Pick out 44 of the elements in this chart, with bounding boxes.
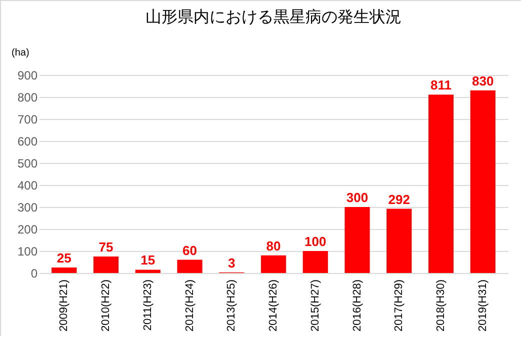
x-tick-label: 2017(H29) xyxy=(393,280,406,332)
x-tick-label: 2019(H31) xyxy=(476,280,489,332)
x-tick-label: 2010(H22) xyxy=(100,280,112,332)
x-tick-label: 2013(H25) xyxy=(226,280,238,332)
data-label: 25 xyxy=(56,250,72,266)
chart-title: 山形県内における黒星病の発生状況 xyxy=(146,8,402,26)
bar xyxy=(135,270,160,273)
y-tick-label: 800 xyxy=(17,90,38,104)
data-label: 80 xyxy=(266,238,281,254)
bar xyxy=(302,251,328,273)
y-tick-label: 0 xyxy=(30,266,38,280)
data-label: 292 xyxy=(388,192,410,207)
data-label: 15 xyxy=(140,252,156,268)
x-tick-label: 2018(H30) xyxy=(435,280,447,332)
x-tick-label: 2009(H21) xyxy=(58,280,70,332)
y-tick-label: 200 xyxy=(17,222,38,236)
bar xyxy=(93,256,119,273)
y-tick-label: 100 xyxy=(17,244,38,258)
data-label: 3 xyxy=(228,255,236,270)
data-label: 830 xyxy=(472,73,494,88)
y-tick-label: 300 xyxy=(17,200,38,214)
x-tick-label: 2014(H26) xyxy=(268,280,280,332)
bar xyxy=(428,94,454,273)
y-axis-title: (ha) xyxy=(12,48,30,58)
bar xyxy=(344,207,370,273)
bar xyxy=(470,90,496,273)
y-tick-label: 900 xyxy=(17,68,38,82)
data-label: 100 xyxy=(304,234,326,249)
data-label: 75 xyxy=(98,240,114,254)
x-tick-label: 2016(H28) xyxy=(351,280,364,332)
x-tick-label: 2015(H27) xyxy=(309,280,322,332)
x-tick-label: 2011(H23) xyxy=(142,280,154,331)
y-tick-label: 600 xyxy=(17,134,38,148)
y-tick-label: 500 xyxy=(17,156,38,170)
data-label: 60 xyxy=(182,242,197,258)
x-tick-label: 2012(H24) xyxy=(184,280,196,332)
data-label: 811 xyxy=(430,78,452,93)
y-tick-label: 400 xyxy=(17,178,38,192)
y-tick-label: 700 xyxy=(17,112,38,126)
data-label: 300 xyxy=(346,190,368,205)
bar xyxy=(260,255,286,273)
bar xyxy=(386,208,412,273)
bar xyxy=(52,268,77,273)
bar xyxy=(177,260,202,273)
